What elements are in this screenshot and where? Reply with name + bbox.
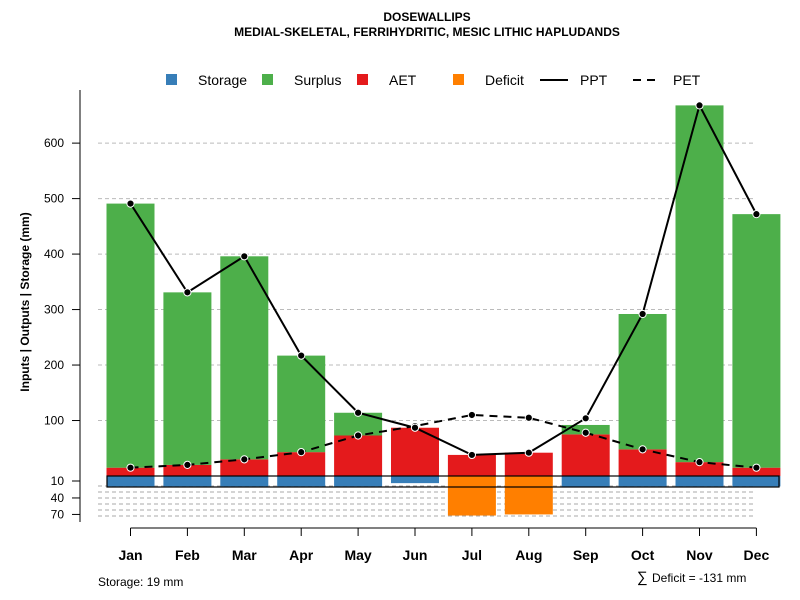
- aet-bar: [732, 467, 781, 476]
- aet-bar: [561, 434, 610, 476]
- x-tick-label: Jun: [403, 547, 428, 563]
- x-tick-label: Dec: [744, 547, 770, 563]
- x-tick-label: Jul: [462, 547, 482, 563]
- ppt-point: [297, 351, 306, 360]
- storage-bar: [675, 476, 724, 487]
- aet-bar: [277, 452, 326, 476]
- y-tick-label: 500: [44, 192, 64, 206]
- storage-bar: [732, 476, 781, 487]
- legend-label: AET: [389, 72, 417, 88]
- legend-swatch: [262, 74, 273, 85]
- storage-bar: [220, 476, 269, 487]
- aet-bar: [447, 454, 496, 476]
- aet-bar: [675, 462, 724, 476]
- surplus-bar: [732, 214, 781, 468]
- legend-label: Storage: [198, 72, 247, 88]
- y-tick-label: 40: [51, 491, 65, 505]
- legend-swatch: [357, 74, 368, 85]
- legend-label: Deficit: [485, 72, 524, 88]
- ppt-point: [695, 101, 704, 110]
- storage-bar: [334, 476, 383, 487]
- pet-point: [354, 431, 363, 440]
- storage-bar: [391, 476, 439, 484]
- storage-bar: [561, 476, 610, 488]
- surplus-bar: [618, 313, 667, 450]
- deficit-bar: [504, 476, 553, 515]
- surplus-bar: [220, 256, 269, 460]
- storage-bar: [618, 476, 667, 487]
- y-tick-label: 400: [44, 247, 64, 261]
- pet-point: [638, 445, 647, 454]
- chart-title: DOSEWALLIPS: [383, 10, 470, 24]
- surplus-bar: [163, 292, 212, 465]
- storage-bar: [277, 476, 326, 487]
- y-tick-label: 100: [44, 414, 64, 428]
- ppt-point: [126, 199, 135, 208]
- pet-point: [297, 448, 306, 457]
- x-tick-label: Nov: [686, 547, 713, 563]
- x-tick-label: Jan: [118, 547, 142, 563]
- pet-line: [130, 413, 757, 469]
- storage-note: Storage: 19 mm: [98, 575, 183, 589]
- x-tick-label: Apr: [289, 547, 314, 563]
- ppt-point: [581, 414, 590, 423]
- pet-point: [240, 455, 249, 464]
- storage-band-frame: [106, 475, 780, 488]
- axes: 100 200 300 400 500 600 10 40 70 Jan Feb Mar Apr May J…: [44, 90, 769, 563]
- surplus-bar: [675, 105, 724, 463]
- ppt-point: [354, 408, 363, 417]
- y-tick-label: 200: [44, 358, 64, 372]
- legend-label: PET: [673, 72, 701, 88]
- pet-point: [695, 458, 704, 467]
- y-tick-label: 300: [44, 303, 64, 317]
- y-axis-label: Inputs | Outputs | Storage (mm): [18, 212, 32, 391]
- pet-point: [467, 410, 476, 420]
- surplus-bar: [106, 203, 155, 468]
- ppt-point: [638, 309, 647, 319]
- x-tick-label: Aug: [515, 547, 542, 563]
- legend: Storage Surplus AET Deficit PPT PET: [166, 72, 701, 88]
- deficit-bar: [447, 476, 496, 516]
- series-lines: [126, 101, 761, 472]
- ppt-point: [183, 288, 192, 297]
- legend-swatch: [453, 74, 464, 85]
- y-tick-label: 70: [51, 507, 65, 521]
- legend-label: PPT: [580, 72, 608, 88]
- ppt-point: [524, 448, 533, 457]
- storage-bar: [106, 476, 155, 487]
- deficit-note: Deficit = -131 mm: [652, 571, 746, 585]
- aet-bar: [163, 464, 212, 476]
- legend-label: Surplus: [294, 72, 341, 88]
- x-tick-label: Sep: [573, 547, 599, 563]
- x-tick-label: Oct: [631, 547, 655, 563]
- surplus-bar: [334, 412, 383, 436]
- x-tick-label: Feb: [175, 547, 200, 563]
- sigma-icon: ∑: [637, 569, 648, 586]
- ppt-line: [129, 102, 758, 456]
- chart-subtitle: MEDIAL-SKELETAL, FERRIHYDRITIC, MESIC LI…: [234, 25, 620, 39]
- storage-bar: [163, 476, 212, 487]
- ppt-point: [240, 252, 249, 261]
- pet-point: [183, 460, 192, 470]
- ppt-point: [467, 450, 476, 460]
- aet-bar: [334, 435, 383, 476]
- pet-point: [752, 463, 761, 472]
- pet-point: [581, 428, 590, 437]
- y-tick-label: 10: [51, 474, 65, 488]
- x-tick-label: Mar: [232, 547, 257, 563]
- aet-bar: [106, 467, 155, 476]
- pet-point: [126, 463, 135, 472]
- y-tick-label: 600: [44, 136, 64, 150]
- pet-point: [524, 413, 533, 422]
- aet-bar: [220, 459, 269, 476]
- bars: [106, 105, 781, 516]
- surplus-bar: [277, 355, 326, 453]
- aet-bar: [504, 452, 553, 476]
- x-tick-label: May: [344, 547, 371, 563]
- legend-swatch: [166, 74, 177, 85]
- ppt-point: [752, 210, 761, 219]
- ppt-point: [410, 423, 420, 432]
